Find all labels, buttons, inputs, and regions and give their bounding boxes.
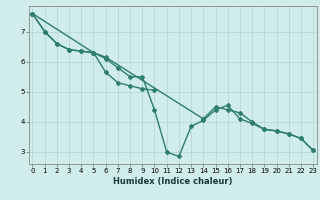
X-axis label: Humidex (Indice chaleur): Humidex (Indice chaleur) (113, 177, 233, 186)
